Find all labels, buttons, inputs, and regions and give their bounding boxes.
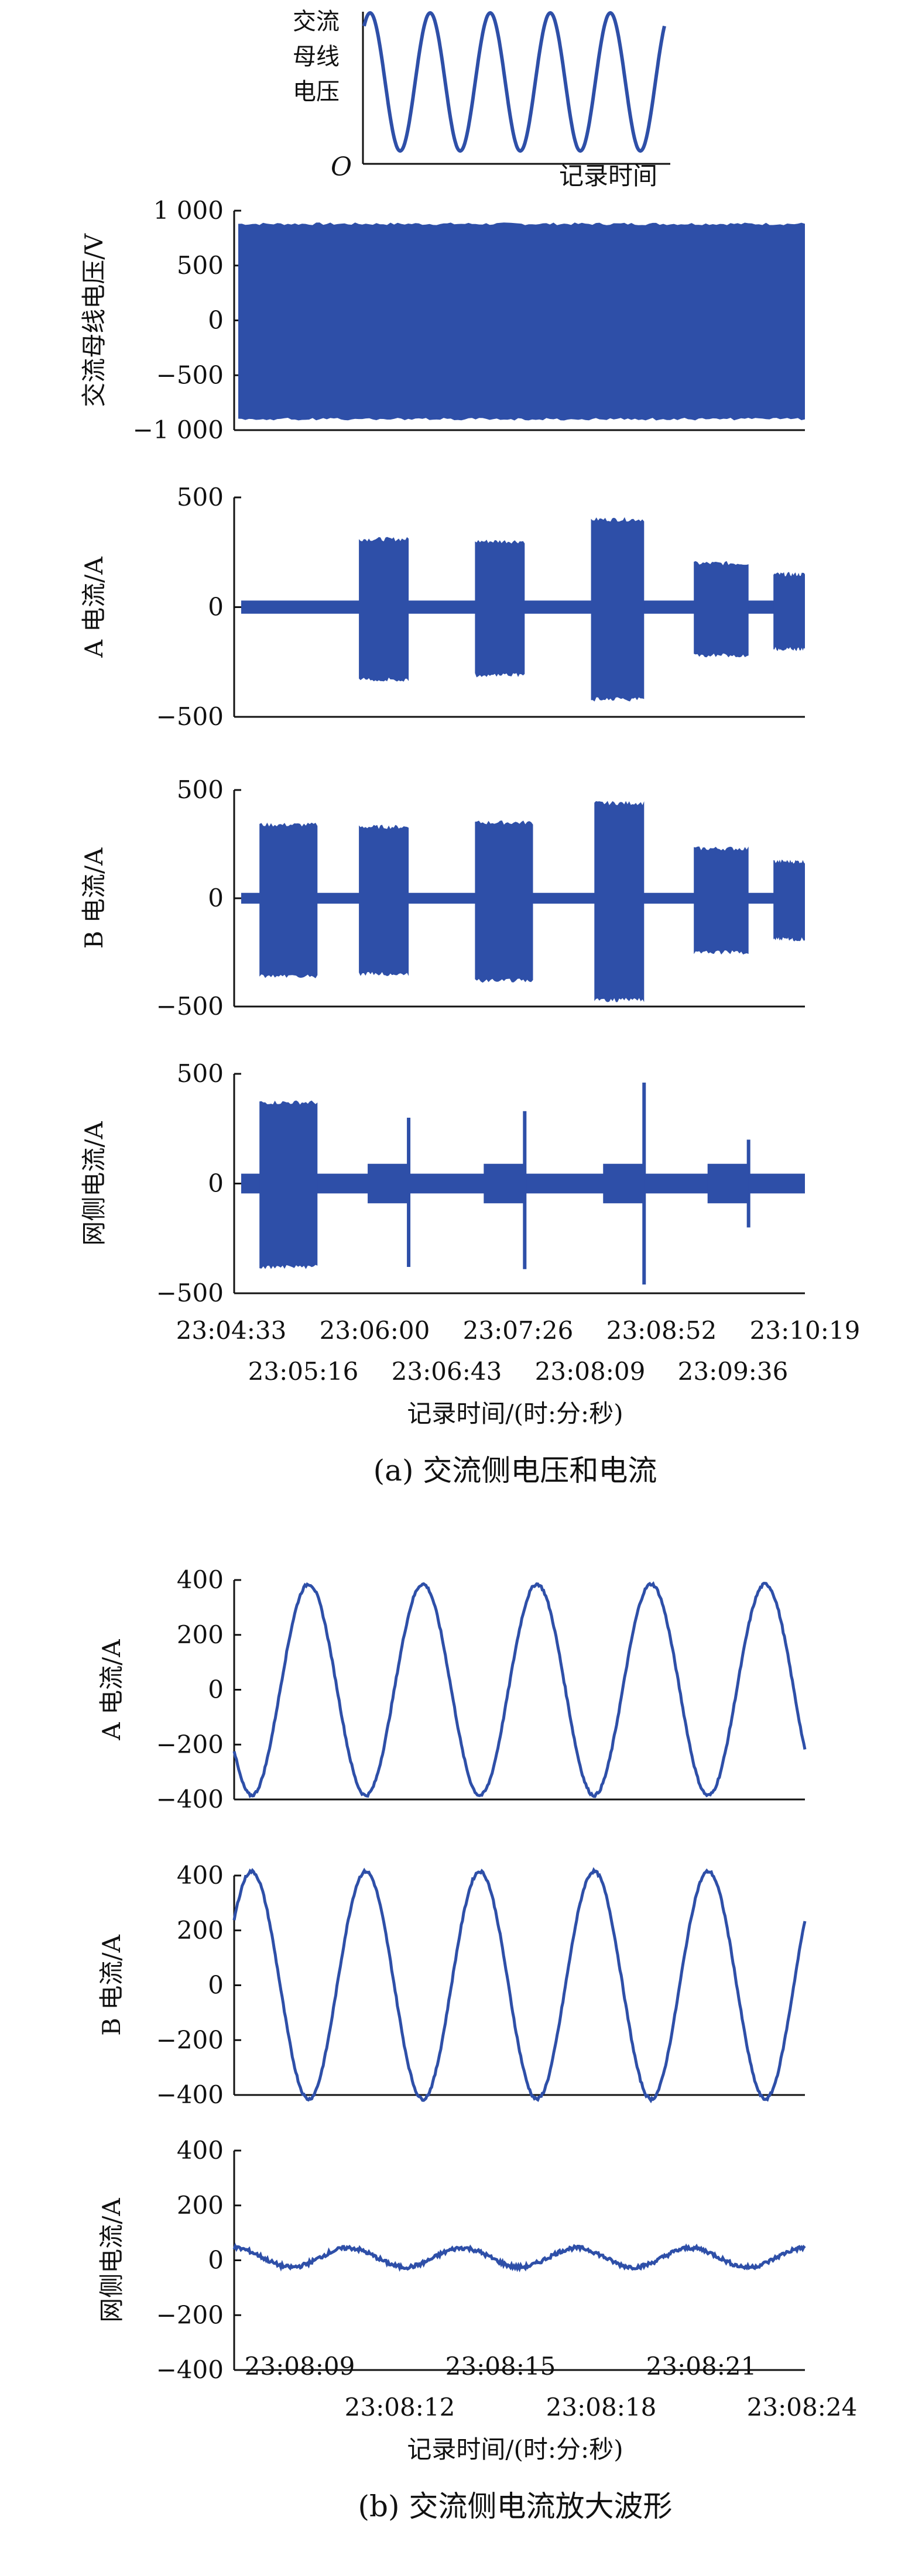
panel-a-current-zoom: 400 200 0 −200 −400 A 电流/A xyxy=(97,1565,807,1813)
y-tick-label: 200 xyxy=(177,1916,224,1945)
y-tick-label: −500 xyxy=(156,992,224,1021)
y-tick-label: 400 xyxy=(177,1861,224,1890)
y-tick-label: −1 000 xyxy=(133,415,224,444)
current-burst xyxy=(359,825,409,976)
current-burst xyxy=(591,517,645,702)
y-tick-label: −200 xyxy=(156,2025,224,2054)
part-a-xtick-bottom-3: 23:09:36 xyxy=(678,1357,789,1386)
current-burst xyxy=(594,801,645,1002)
current-burst xyxy=(475,540,525,678)
y-tick-label: 0 xyxy=(208,1169,224,1198)
part-b-xtick-bottom-0: 23:08:12 xyxy=(345,2393,455,2422)
inset-sketch: 交流 母线 电压 O 记录时间 xyxy=(293,8,670,190)
part-b-xtick-bottom-2: 23:08:24 xyxy=(747,2393,858,2422)
part-a-xlabel: 记录时间/(时:分:秒) xyxy=(407,1399,623,1428)
y-tick-label: −400 xyxy=(156,2080,224,2109)
y-tick-label: 0 xyxy=(208,593,224,621)
part-a-xtick-bottom-0: 23:05:16 xyxy=(248,1357,359,1386)
y-axis-label: B 电流/A xyxy=(97,1934,126,2035)
inset-xlabel: 记录时间 xyxy=(559,162,657,190)
part-a-xtick-bottom-1: 23:06:43 xyxy=(392,1357,502,1386)
y-tick-label: 500 xyxy=(177,483,224,511)
current-waveform xyxy=(232,1581,807,1798)
y-axis-label: A 电流/A xyxy=(80,557,108,658)
y-axis-label: B 电流/A xyxy=(80,847,108,949)
transient-band xyxy=(484,1163,525,1204)
y-tick-label: −400 xyxy=(156,1785,224,1813)
current-burst xyxy=(359,537,409,682)
y-tick-label: 0 xyxy=(208,2246,224,2275)
y-axis-label: 交流母线电压/V xyxy=(80,233,108,407)
y-tick-label: 0 xyxy=(208,1971,224,2000)
part-b-xtick-top-2: 23:08:21 xyxy=(646,2352,757,2381)
part-a-xtick-top-0: 23:04:33 xyxy=(176,1316,287,1345)
transient-band xyxy=(603,1163,645,1204)
y-tick-label: 400 xyxy=(177,2136,224,2165)
current-waveform xyxy=(232,1867,807,2104)
part-a-caption: (a) 交流侧电压和电流 xyxy=(373,1454,657,1488)
part-a-xtick-top-2: 23:07:26 xyxy=(463,1316,574,1345)
current-burst xyxy=(259,822,318,978)
y-tick-label: 0 xyxy=(208,884,224,912)
part-a-xtick-top-3: 23:08:52 xyxy=(606,1316,717,1345)
y-tick-label: 0 xyxy=(208,306,224,335)
y-axis-label: A 电流/A xyxy=(97,1639,126,1741)
panel-b-current-zoom: 400 200 0 −200 −400 B 电流/A xyxy=(97,1861,807,2109)
current-burst xyxy=(259,1100,318,1269)
y-tick-label: −500 xyxy=(156,1279,224,1307)
part-b-xtick-top-1: 23:08:15 xyxy=(445,2352,556,2381)
y-tick-label: −200 xyxy=(156,1730,224,1758)
part-b-caption: (b) 交流侧电流放大波形 xyxy=(358,2489,673,2523)
y-tick-label: −500 xyxy=(156,702,224,731)
current-burst xyxy=(694,561,749,658)
transient-band xyxy=(707,1163,749,1204)
panel-ac-bus-voltage: 1 000 500 0 −500 −1 000 交流母线电压/V xyxy=(80,196,805,444)
inset-ylabel-line-3: 电压 xyxy=(293,78,340,105)
y-tick-label: 1 000 xyxy=(153,196,224,225)
part-b-xtick-bottom-1: 23:08:18 xyxy=(546,2393,657,2422)
part-b-xaxis-labels: 23:08:09 23:08:15 23:08:21 23:08:12 23:0… xyxy=(245,2352,858,2523)
inset-origin-label: O xyxy=(331,152,352,182)
y-tick-label: 500 xyxy=(177,1059,224,1088)
y-tick-label: −400 xyxy=(156,2355,224,2384)
y-axis-label: 网侧电流/A xyxy=(80,1121,108,1246)
part-b-xlabel: 记录时间/(时:分:秒) xyxy=(407,2435,623,2464)
y-tick-label: 0 xyxy=(208,1675,224,1704)
part-a-xtick-top-4: 23:10:19 xyxy=(750,1316,861,1345)
part-a-xtick-top-1: 23:06:00 xyxy=(320,1316,430,1345)
y-tick-label: 400 xyxy=(177,1565,224,1594)
inset-sine-wave xyxy=(362,11,666,153)
transient-band xyxy=(368,1163,409,1204)
panel-grid-current: 500 0 −500 网侧电流/A xyxy=(80,1059,805,1307)
part-a-xaxis-labels: 23:04:33 23:06:00 23:07:26 23:08:52 23:1… xyxy=(176,1316,861,1488)
y-tick-label: −500 xyxy=(156,360,224,389)
y-tick-label: 200 xyxy=(177,1620,224,1649)
current-burst xyxy=(475,820,533,983)
y-tick-label: 500 xyxy=(177,251,224,280)
y-tick-label: 200 xyxy=(177,2191,224,2220)
current-waveform xyxy=(232,2242,806,2273)
inset-ylabel-line-1: 交流 xyxy=(293,8,340,35)
panel-a-current: 500 0 −500 A 电流/A xyxy=(80,483,805,731)
panel-b-current: 500 0 −500 B 电流/A xyxy=(80,775,805,1021)
voltage-envelope xyxy=(238,222,805,421)
part-b-xtick-top-0: 23:08:09 xyxy=(245,2352,355,2381)
current-burst xyxy=(773,859,805,942)
y-tick-label: −200 xyxy=(156,2300,224,2329)
panel-grid-current-zoom: 400 200 0 −200 −400 网侧电流/A xyxy=(97,2136,806,2384)
inset-ylabel-line-2: 母线 xyxy=(293,43,340,70)
current-burst xyxy=(694,846,749,955)
y-tick-label: 500 xyxy=(177,775,224,804)
y-axis-label: 网侧电流/A xyxy=(97,2198,126,2323)
part-a-xtick-bottom-2: 23:08:09 xyxy=(535,1357,646,1386)
current-burst xyxy=(773,572,805,651)
